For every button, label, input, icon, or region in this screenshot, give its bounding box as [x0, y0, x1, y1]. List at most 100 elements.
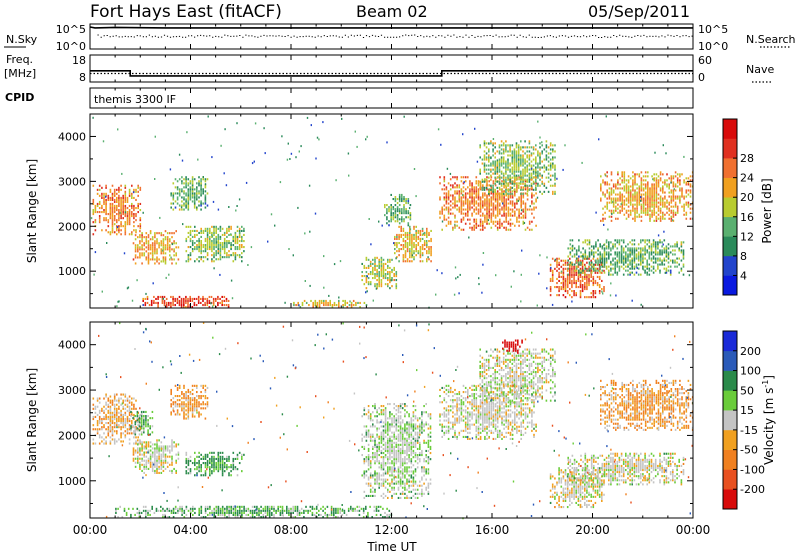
- power-cell: [263, 127, 265, 130]
- power-cell: [601, 253, 604, 256]
- power-cell: [232, 254, 235, 257]
- velocity-cell: [122, 422, 124, 425]
- power-cell: [180, 206, 183, 209]
- velocity-cell: [170, 413, 172, 416]
- power-cell: [196, 233, 198, 236]
- power-cell: [652, 257, 655, 260]
- power-cell: [101, 192, 103, 195]
- power-cell: [507, 190, 510, 193]
- power-cell: [151, 248, 154, 251]
- power-cell: [650, 245, 653, 248]
- power-cell: [511, 200, 514, 203]
- velocity-cell: [183, 415, 185, 418]
- power-cell: [517, 156, 520, 159]
- power-cell: [475, 190, 478, 193]
- station-title: Fort Hays East (fitACF): [90, 2, 282, 22]
- power-cell: [633, 243, 636, 246]
- power-cell: [513, 148, 516, 151]
- velocity-cell: [105, 436, 107, 439]
- power-cell: [666, 205, 668, 208]
- power-cell: [479, 202, 482, 205]
- power-cell: [638, 191, 641, 194]
- power-cell: [417, 237, 420, 240]
- power-cell: [680, 241, 683, 244]
- velocity-cell: [158, 451, 160, 454]
- power-cell: [635, 265, 638, 268]
- power-cell: [228, 206, 230, 208]
- power-cell: [206, 237, 209, 240]
- power-cell: [124, 211, 127, 214]
- power-cell: [350, 301, 353, 304]
- power-cell: [156, 242, 158, 245]
- power-cell: [120, 229, 122, 232]
- power-cell: [511, 204, 514, 207]
- power-cell: [151, 256, 154, 259]
- power-cell: [185, 192, 187, 195]
- power-cell: [490, 140, 492, 143]
- power-cell: [647, 207, 649, 210]
- power-cell: [665, 267, 668, 270]
- power-cell: [165, 276, 167, 279]
- velocity-cell: [128, 405, 131, 408]
- power-cell: [672, 191, 675, 194]
- velocity-cell: [140, 419, 143, 422]
- velocity-cell: [147, 459, 150, 462]
- velocity-cell: [103, 405, 105, 408]
- power-cell: [543, 164, 546, 167]
- power-cell: [668, 207, 670, 210]
- power-cell: [374, 258, 376, 261]
- power-cell: [633, 247, 636, 250]
- power-cell: [535, 224, 537, 227]
- velocity-cell: [176, 409, 179, 412]
- power-cell: [387, 279, 389, 282]
- power-cell: [325, 299, 327, 302]
- power-cell: [584, 271, 586, 274]
- velocity-cell: [172, 403, 175, 406]
- power-cell: [653, 211, 655, 214]
- power-cell: [612, 257, 614, 260]
- power-cell: [581, 263, 584, 266]
- velocity-cell: [122, 420, 124, 423]
- velocity-cell: [178, 395, 181, 398]
- power-cell: [217, 246, 220, 249]
- power-cell: [666, 185, 668, 188]
- power-cell: [141, 248, 143, 251]
- power-cell: [175, 254, 177, 257]
- power-cell: [111, 204, 114, 207]
- power-cell: [175, 246, 177, 249]
- power-cell: [456, 220, 458, 223]
- power-cell: [464, 214, 467, 217]
- power-cell: [306, 116, 309, 119]
- power-cell: [109, 209, 112, 212]
- power-cell: [558, 294, 560, 297]
- power-cell: [441, 206, 443, 209]
- power-cell: [647, 183, 649, 186]
- power-cell: [131, 231, 133, 234]
- power-cell: [202, 295, 204, 298]
- power-cell: [633, 249, 636, 252]
- power-cell: [164, 252, 167, 255]
- power-cell: [128, 217, 131, 220]
- power-cell: [226, 246, 228, 249]
- power-cell: [515, 170, 518, 173]
- power-cell: [640, 187, 643, 190]
- power-cell: [667, 257, 670, 260]
- power-cell: [111, 196, 114, 199]
- power-cell: [406, 233, 409, 236]
- power-cell: [394, 244, 396, 247]
- power-cell: [679, 187, 681, 190]
- power-cell: [109, 188, 112, 191]
- power-cell: [505, 176, 507, 179]
- power-cell: [107, 219, 110, 222]
- power-cell: [369, 262, 372, 265]
- velocity-cell: [111, 426, 114, 429]
- power-cell: [549, 162, 552, 165]
- power-cell: [608, 273, 610, 276]
- power-cell: [640, 179, 643, 182]
- velocity-cell: [128, 401, 131, 404]
- power-cell: [477, 190, 480, 193]
- power-cell: [454, 182, 456, 185]
- velocity-cell: [178, 403, 181, 406]
- power-cell: [511, 150, 514, 153]
- power-cell: [226, 235, 228, 238]
